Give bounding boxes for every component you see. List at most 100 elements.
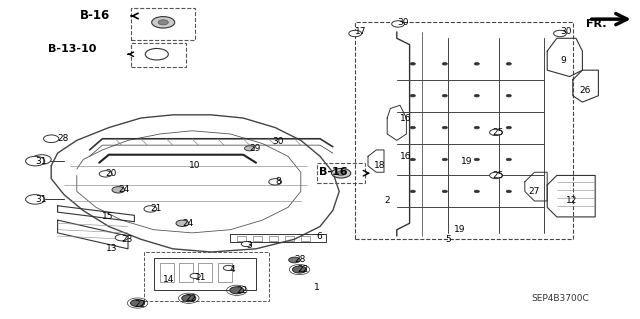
Text: 3: 3 xyxy=(246,241,252,250)
Text: 21: 21 xyxy=(150,204,162,213)
Text: 22: 22 xyxy=(134,300,146,309)
Circle shape xyxy=(26,195,45,204)
Text: 19: 19 xyxy=(461,157,472,166)
Text: B-13-10: B-13-10 xyxy=(48,44,97,55)
Text: 10: 10 xyxy=(189,161,200,170)
Circle shape xyxy=(442,126,447,129)
Circle shape xyxy=(506,63,511,65)
Circle shape xyxy=(506,190,511,193)
Circle shape xyxy=(44,135,59,143)
Circle shape xyxy=(506,126,511,129)
Text: 2: 2 xyxy=(384,197,390,205)
Text: SEP4B3700C: SEP4B3700C xyxy=(531,294,589,303)
Circle shape xyxy=(182,295,196,302)
Circle shape xyxy=(145,48,168,60)
Text: 20: 20 xyxy=(106,169,117,178)
Circle shape xyxy=(244,146,255,151)
Circle shape xyxy=(115,234,128,241)
Circle shape xyxy=(112,187,125,193)
Text: 23: 23 xyxy=(122,235,133,244)
Text: 16: 16 xyxy=(400,114,412,122)
Text: 11: 11 xyxy=(195,273,207,282)
Circle shape xyxy=(410,63,415,65)
Circle shape xyxy=(292,266,307,273)
Circle shape xyxy=(474,126,479,129)
Text: FR.: FR. xyxy=(586,19,606,29)
Bar xyxy=(237,236,246,241)
Bar xyxy=(131,43,186,67)
Text: 24: 24 xyxy=(118,185,130,194)
Circle shape xyxy=(410,126,415,129)
Circle shape xyxy=(176,220,189,226)
Circle shape xyxy=(442,94,447,97)
Text: 31: 31 xyxy=(35,195,47,204)
Circle shape xyxy=(474,94,479,97)
Circle shape xyxy=(99,171,112,177)
Bar xyxy=(160,263,174,282)
Text: 9: 9 xyxy=(560,56,566,65)
Text: 22: 22 xyxy=(298,265,309,274)
Circle shape xyxy=(269,179,282,185)
Circle shape xyxy=(506,94,511,97)
Circle shape xyxy=(158,20,168,25)
Text: 5: 5 xyxy=(445,235,451,244)
Circle shape xyxy=(410,190,415,193)
Circle shape xyxy=(442,63,447,65)
Circle shape xyxy=(474,190,479,193)
Circle shape xyxy=(230,287,244,294)
Text: 22: 22 xyxy=(237,286,248,295)
Circle shape xyxy=(241,241,252,247)
Bar xyxy=(131,8,195,40)
Circle shape xyxy=(554,30,566,37)
Circle shape xyxy=(442,190,447,193)
Text: 22: 22 xyxy=(186,294,197,303)
Circle shape xyxy=(32,155,51,164)
Text: 8: 8 xyxy=(275,177,281,186)
Text: B-16: B-16 xyxy=(319,167,348,177)
Text: 6: 6 xyxy=(317,232,323,241)
Text: 14: 14 xyxy=(163,275,175,284)
Circle shape xyxy=(337,171,346,175)
Circle shape xyxy=(410,94,415,97)
Text: 30: 30 xyxy=(272,137,284,146)
Bar xyxy=(154,258,256,290)
Bar xyxy=(317,163,365,183)
Bar xyxy=(179,263,193,282)
Circle shape xyxy=(490,129,502,136)
Text: 28: 28 xyxy=(294,256,306,264)
Text: 31: 31 xyxy=(35,157,47,166)
Circle shape xyxy=(474,63,479,65)
Text: B-16: B-16 xyxy=(80,10,110,22)
Bar xyxy=(218,263,232,282)
Text: 29: 29 xyxy=(250,144,261,153)
Text: 18: 18 xyxy=(374,161,386,170)
Circle shape xyxy=(289,257,300,263)
Bar xyxy=(285,236,294,241)
Text: 16: 16 xyxy=(400,152,412,161)
Text: 1: 1 xyxy=(314,283,319,292)
Circle shape xyxy=(332,168,351,178)
Circle shape xyxy=(152,17,175,28)
Text: 27: 27 xyxy=(528,187,540,196)
Text: 12: 12 xyxy=(566,197,578,205)
Bar xyxy=(198,263,212,282)
Circle shape xyxy=(223,265,234,271)
Text: 28: 28 xyxy=(58,134,69,143)
Circle shape xyxy=(410,158,415,161)
Circle shape xyxy=(26,156,45,166)
Text: 24: 24 xyxy=(182,219,194,228)
Circle shape xyxy=(392,21,404,27)
Text: 30: 30 xyxy=(397,18,408,27)
Text: 30: 30 xyxy=(560,27,572,36)
Circle shape xyxy=(474,158,479,161)
Circle shape xyxy=(490,172,502,179)
Circle shape xyxy=(190,273,200,278)
Text: 15: 15 xyxy=(102,212,114,221)
Circle shape xyxy=(144,206,157,212)
Text: 4: 4 xyxy=(229,265,235,274)
Text: 17: 17 xyxy=(355,27,367,36)
Circle shape xyxy=(349,30,362,37)
Text: 25: 25 xyxy=(493,128,504,137)
Bar xyxy=(355,22,573,239)
Circle shape xyxy=(131,300,145,307)
